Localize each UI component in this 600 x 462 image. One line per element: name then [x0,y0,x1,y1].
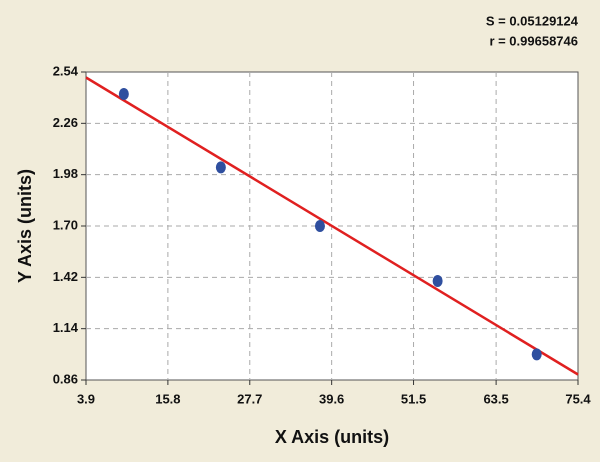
y-tick-label: 1.14 [53,320,79,335]
y-tick-label: 2.54 [53,63,79,78]
data-point [118,88,129,100]
y-tick-label: 1.70 [53,217,78,232]
x-tick-label: 3.9 [77,391,95,406]
data-point [432,275,443,287]
data-point [531,348,542,361]
y-axis-label: Y Axis (units) [15,169,35,283]
y-tick-label: 0.86 [53,371,78,386]
x-tick-label: 63.5 [483,391,508,406]
x-tick-label: 51.5 [401,391,426,406]
annotation: r = 0.99658746 [489,33,578,48]
x-axis-label: X Axis (units) [275,427,389,447]
annotation: S = 0.05129124 [486,13,579,28]
y-tick-label: 1.98 [53,166,78,181]
x-tick-label: 27.7 [237,391,262,406]
y-tick-label: 1.42 [53,269,78,284]
x-tick-label: 15.8 [155,391,180,406]
x-tick-label: 75.4 [565,391,591,406]
x-tick-label: 39.6 [319,391,344,406]
data-point [215,161,226,174]
y-tick-label: 2.26 [53,115,78,130]
data-point [314,220,325,232]
fit-line [85,76,579,376]
